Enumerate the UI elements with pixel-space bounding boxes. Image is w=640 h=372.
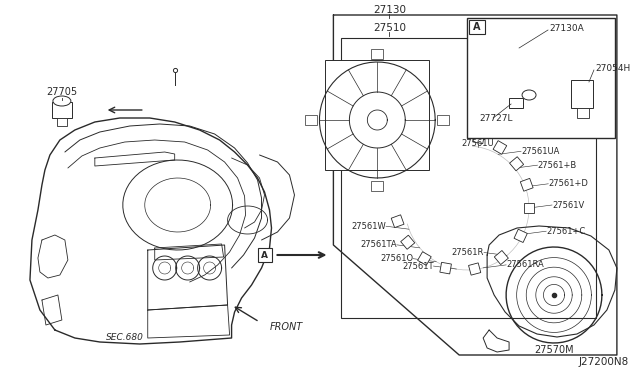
Text: 27561W: 27561W [351,222,386,231]
Ellipse shape [53,96,71,106]
Bar [401,235,415,249]
Bar [577,108,589,118]
Bar [440,262,451,274]
Bar [514,229,527,243]
Bar [391,215,404,228]
Bar [257,248,271,262]
Bar [371,181,383,191]
Bar [469,20,485,34]
Bar [305,115,317,125]
Bar [520,179,533,191]
Text: A: A [261,250,268,260]
Bar [468,263,481,275]
Ellipse shape [522,90,536,100]
Text: A: A [474,22,481,32]
Text: 27561T: 27561T [402,262,433,270]
Text: 27561R: 27561R [452,248,484,257]
Text: 27705: 27705 [46,87,77,97]
Text: 27561+B: 27561+B [538,161,577,170]
Bar [437,115,449,125]
Bar [52,102,72,118]
Bar [509,98,523,108]
Bar [467,18,615,138]
Text: 27561O: 27561O [380,254,413,263]
Text: SEC.680: SEC.680 [106,334,144,343]
Bar [493,141,507,154]
Text: 27510: 27510 [372,23,406,33]
Bar [524,203,534,213]
Bar [325,60,429,170]
Text: 27054H: 27054H [595,64,630,73]
Text: J27200N8: J27200N8 [579,357,629,367]
Bar [571,80,593,108]
Text: 27561RA: 27561RA [506,260,544,269]
Bar [341,38,596,318]
Text: FRONT: FRONT [269,322,303,332]
Text: 27130: 27130 [372,5,406,15]
Text: 27130A: 27130A [549,23,584,32]
Text: 27727L: 27727L [479,113,513,122]
Text: 27570M: 27570M [534,345,574,355]
Text: 27561V: 27561V [552,201,584,209]
Bar [473,132,484,144]
Text: 27561+D: 27561+D [548,179,588,188]
Text: 27561TA: 27561TA [360,240,397,249]
Bar [417,252,431,265]
Bar [57,118,67,126]
Text: 27561UA: 27561UA [521,147,559,156]
Text: 27561+C: 27561+C [546,227,586,236]
Bar [371,49,383,59]
Bar [509,157,524,171]
Bar [494,250,508,264]
Text: 27561U: 27561U [461,140,494,148]
